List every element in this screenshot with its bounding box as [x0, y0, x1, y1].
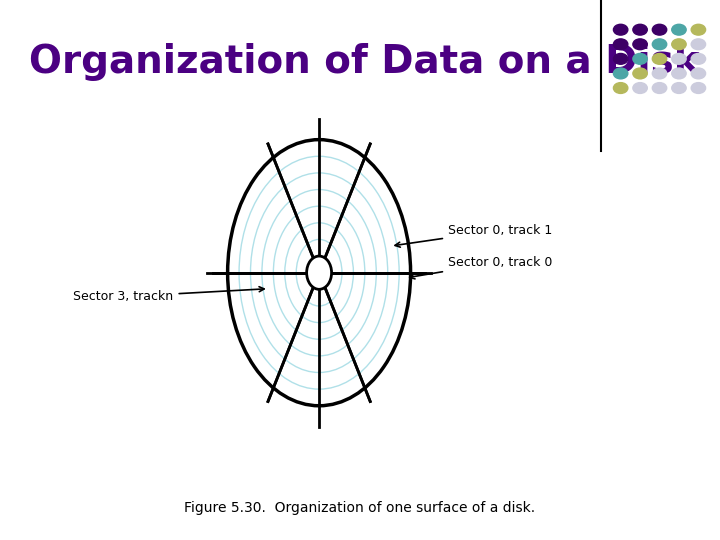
- Ellipse shape: [274, 206, 365, 339]
- Ellipse shape: [228, 140, 410, 406]
- Ellipse shape: [307, 256, 332, 289]
- Ellipse shape: [307, 256, 330, 289]
- Text: Sector 3, trackn: Sector 3, trackn: [73, 287, 264, 303]
- Text: Sector 0, track 1: Sector 0, track 1: [395, 224, 552, 247]
- Text: Figure 5.30.  Organization of one surface of a disk.: Figure 5.30. Organization of one surface…: [184, 501, 536, 515]
- Ellipse shape: [251, 173, 387, 373]
- Ellipse shape: [262, 190, 377, 356]
- Ellipse shape: [296, 239, 342, 306]
- Ellipse shape: [285, 223, 354, 322]
- Ellipse shape: [239, 156, 399, 389]
- Text: Sector 0, track 0: Sector 0, track 0: [410, 255, 552, 279]
- Text: Organization of Data on a Disk: Organization of Data on a Disk: [29, 43, 699, 81]
